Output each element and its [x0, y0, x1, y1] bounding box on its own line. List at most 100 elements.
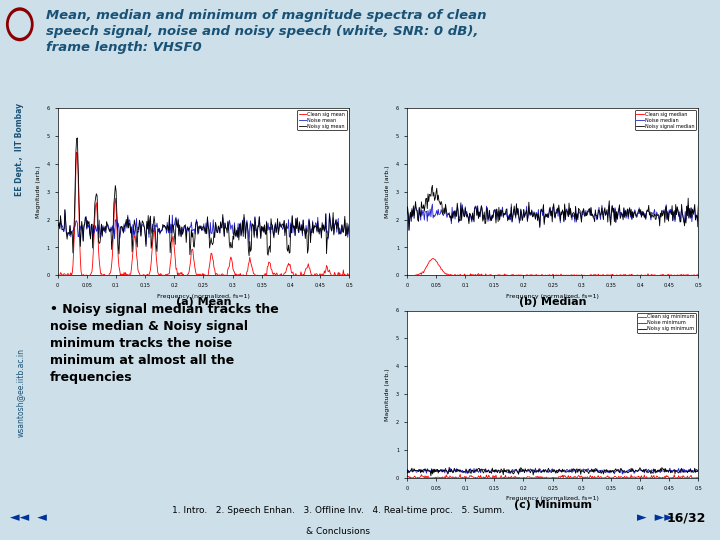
Clean sig median [519, 272, 528, 279]
Text: (c) Minimum: (c) Minimum [513, 500, 592, 510]
Clean sig mean [238, 272, 246, 279]
Y-axis label: Magnitude (arb.): Magnitude (arb.) [385, 165, 390, 218]
Noisy sig minimum [588, 465, 596, 472]
Noisy sig mean [266, 215, 275, 222]
Clean sig median [402, 272, 411, 279]
Clean sig minimum [616, 474, 624, 481]
Noise mean [345, 222, 354, 228]
Clean sig minimum [519, 474, 528, 481]
Noise mean [142, 241, 150, 248]
Noisy signal median [499, 213, 508, 219]
Noise minimum [694, 467, 703, 474]
Noise mean [150, 228, 158, 235]
Line: Noisy signal median: Noisy signal median [407, 185, 698, 231]
Noisy signal median [614, 207, 623, 213]
Noisy sig mean [149, 220, 158, 227]
Clean sig minimum [438, 474, 447, 480]
Noisy sig minimum [438, 469, 447, 475]
Clean sig minimum [614, 473, 623, 480]
Noise mean [89, 222, 98, 228]
Noise median [438, 211, 447, 217]
Legend: Clean sig median, Noise median, Noisy signal median: Clean sig median, Noise median, Noisy si… [635, 111, 696, 130]
Clean sig minimum [402, 474, 411, 480]
Text: • Noisy signal median tracks the
noise median & Noisy signal
minimum tracks the : • Noisy signal median tracks the noise m… [50, 303, 279, 384]
Text: ►  ►►: ► ►► [636, 511, 674, 524]
Text: 16/32: 16/32 [666, 511, 706, 524]
Text: (b) Median: (b) Median [519, 297, 586, 307]
Circle shape [9, 11, 31, 38]
Noise minimum [498, 468, 506, 474]
Clean sig mean [149, 232, 158, 238]
Noise median [519, 207, 528, 213]
Text: EE Dept.,  IIT Bombay: EE Dept., IIT Bombay [15, 103, 24, 196]
Noisy signal median [439, 210, 448, 216]
Clean sig median [439, 268, 448, 275]
Noisy sig mean [169, 227, 178, 233]
Clean sig mean [53, 272, 62, 279]
Noisy sig mean [89, 231, 98, 238]
Noisy signal median [405, 227, 413, 234]
Noisy sig minimum [402, 471, 411, 477]
Noise mean [53, 219, 62, 226]
Noise minimum [531, 465, 540, 471]
Noise mean [238, 217, 247, 224]
Clean sig median [614, 272, 623, 279]
Noisy signal median [616, 215, 624, 222]
Line: Noisy sig minimum: Noisy sig minimum [407, 467, 698, 476]
Line: Clean sig median: Clean sig median [407, 259, 698, 275]
Clean sig mean [266, 260, 274, 267]
Clean sig median [694, 271, 703, 278]
Legend: Clean sig minimum, Noise minimum, Noisy sig minimum: Clean sig minimum, Noise minimum, Noisy … [636, 313, 696, 333]
Noise median [614, 206, 623, 212]
Noise minimum [438, 469, 446, 475]
Noisy sig mean [73, 134, 81, 141]
Noisy sig minimum [614, 468, 623, 475]
Noisy signal median [428, 182, 437, 188]
Y-axis label: Magnitude (arb.): Magnitude (arb.) [36, 165, 41, 218]
Text: & Conclusions: & Conclusions [307, 526, 370, 536]
Clean sig minimum [588, 475, 596, 481]
Noisy signal median [402, 212, 411, 218]
Line: Clean sig minimum: Clean sig minimum [407, 474, 698, 478]
Text: Mean, median and minimum of magnitude spectra of clean
speech signal, noise and : Mean, median and minimum of magnitude sp… [46, 9, 487, 55]
Noisy sig minimum [519, 467, 528, 474]
Clean sig median [499, 272, 508, 278]
Clean sig median [616, 272, 624, 278]
X-axis label: Frequency (normalized, fs=1): Frequency (normalized, fs=1) [506, 294, 599, 299]
Noisy signal median [519, 206, 528, 213]
Noise median [402, 210, 411, 217]
Clean sig mean [264, 259, 273, 265]
Clean sig minimum [694, 475, 703, 481]
Noise minimum [518, 467, 526, 473]
Noisy sig mean [245, 253, 253, 259]
Line: Noise minimum: Noise minimum [407, 468, 698, 474]
Circle shape [6, 7, 34, 41]
Text: 1. Intro.   2. Speech Enhan.   3. Offline Inv.   4. Real-time proc.   5. Summ.: 1. Intro. 2. Speech Enhan. 3. Offline In… [172, 507, 505, 515]
Clean sig mean [72, 149, 81, 156]
Noise minimum [402, 468, 411, 474]
Clean sig minimum [456, 471, 464, 477]
Clean sig mean [169, 239, 178, 245]
Line: Noise mean: Noise mean [58, 210, 349, 245]
Noisy signal median [588, 212, 596, 219]
Y-axis label: Magnitude (arb.): Magnitude (arb.) [385, 368, 390, 421]
Noise minimum [615, 469, 624, 475]
Legend: Clean sig mean, Noise mean, Noisy sig mean: Clean sig mean, Noise mean, Noisy sig me… [297, 111, 347, 130]
X-axis label: Frequency (normalized, fs=1): Frequency (normalized, fs=1) [157, 294, 250, 299]
Text: ◄◄  ◄: ◄◄ ◄ [10, 511, 48, 524]
Noise mean [60, 207, 69, 213]
Noisy sig mean [53, 223, 62, 230]
Noise mean [265, 224, 274, 231]
Noisy sig minimum [445, 464, 454, 470]
Clean sig minimum [499, 475, 508, 481]
Noisy sig mean [345, 221, 354, 227]
Noisy sig minimum [499, 471, 508, 478]
Line: Clean sig mean: Clean sig mean [58, 152, 349, 275]
Noise minimum [587, 469, 595, 475]
Text: (a) Mean: (a) Mean [176, 297, 231, 307]
Clean sig mean [345, 272, 354, 278]
Text: wsantosh@ee.iitb.ac.in: wsantosh@ee.iitb.ac.in [15, 348, 24, 437]
Noise median [616, 212, 624, 219]
Line: Noise median: Noise median [407, 204, 698, 230]
Noisy signal median [694, 200, 703, 207]
